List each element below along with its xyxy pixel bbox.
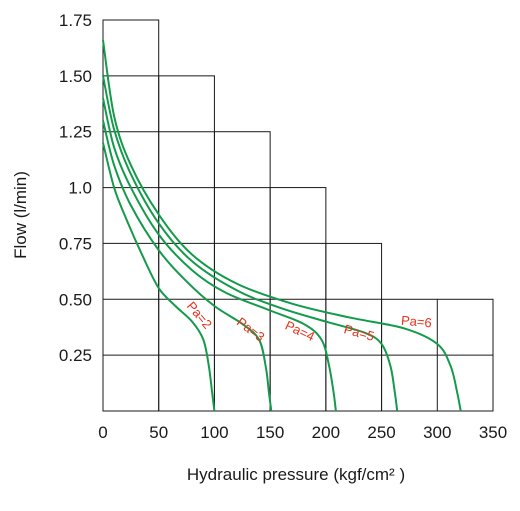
x-axis-title: Hydraulic pressure (kgf/cm² )	[187, 465, 405, 484]
x-tick-label: 100	[200, 423, 228, 442]
series-line-pa-2	[102, 142, 216, 412]
x-tick-label: 150	[256, 423, 284, 442]
series-curves	[102, 39, 462, 412]
x-tick-label: 0	[98, 423, 107, 442]
curve-label-pa-4: Pa=4	[283, 318, 317, 345]
x-tick-label: 50	[149, 423, 168, 442]
x-tick-label: 250	[367, 423, 395, 442]
x-tick-label: 200	[312, 423, 340, 442]
y-tick-label: 0.25	[59, 346, 92, 365]
y-tick-label: 0.50	[59, 290, 92, 309]
x-tick-label: 300	[423, 423, 451, 442]
y-tick-label: 1.50	[59, 67, 92, 86]
curve-label-pa-6: Pa=6	[400, 313, 432, 331]
curve-labels: Pa=2 Pa=3 Pa=4 Pa=5 Pa=6	[184, 299, 433, 345]
series-line-pa-5	[102, 75, 399, 412]
tick-labels: 0 50 100 150 200 250 300 350 0.25 0.50 0.75 1.0 1.25…	[59, 11, 507, 442]
grid-cell-0	[102, 19, 160, 412]
y-tick-label: 0.75	[59, 234, 92, 253]
y-tick-label: 1.0	[68, 179, 92, 198]
grid-lines	[102, 19, 494, 412]
grid-cell-2	[213, 131, 271, 412]
x-tick-label: 350	[479, 423, 507, 442]
y-tick-label: 1.25	[59, 123, 92, 142]
series-line-pa-6	[102, 39, 462, 412]
y-tick-label: 1.75	[59, 11, 92, 30]
curve-label-pa-5: Pa=5	[342, 321, 376, 343]
curve-label-pa-3: Pa=3	[234, 314, 268, 344]
series-line-pa-3	[102, 120, 273, 412]
y-axis-title: Flow (l/min)	[11, 171, 30, 259]
series-line-pa-4	[102, 97, 337, 412]
